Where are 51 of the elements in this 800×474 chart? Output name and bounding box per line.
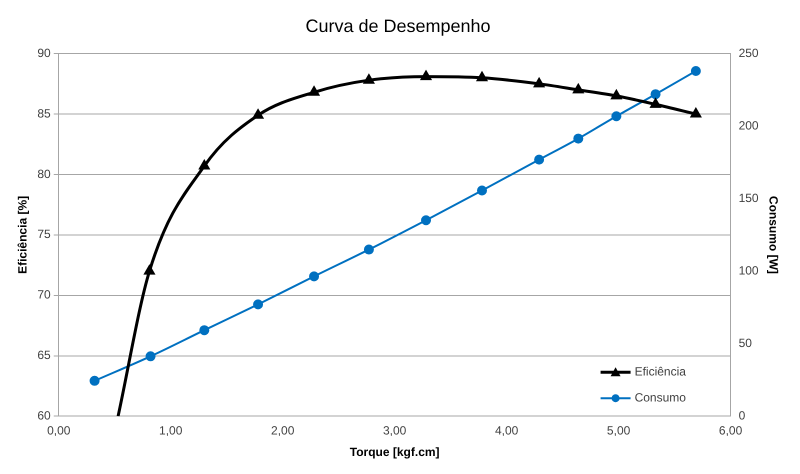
y2-tick-label: 100 — [738, 263, 759, 278]
point — [611, 90, 622, 100]
point — [421, 215, 432, 226]
y2-tick-label: 200 — [738, 118, 759, 132]
y2-tick-label: 150 — [738, 190, 759, 205]
point — [309, 271, 320, 282]
x-tick-label: 4,00 — [494, 424, 519, 438]
point — [146, 351, 156, 362]
point — [534, 154, 544, 165]
y-axis-title: Eficiência [%] — [16, 196, 30, 274]
x-tick-label: 0,00 — [47, 424, 71, 438]
point — [253, 110, 264, 119]
y2-axis-title: Consumo [W] — [766, 196, 780, 274]
point — [421, 71, 431, 80]
point — [611, 111, 622, 122]
point — [690, 108, 701, 118]
y-tick-label: 60 — [37, 408, 52, 423]
point — [199, 160, 210, 170]
point — [364, 244, 374, 255]
point — [477, 72, 487, 82]
point — [144, 266, 154, 275]
y2-tick-label: 250 — [738, 46, 759, 60]
point — [364, 74, 374, 84]
legend-label: Eficiência — [634, 364, 686, 379]
x-axis-title: Torque [kgf.cm] — [350, 445, 440, 460]
point — [573, 84, 584, 94]
x-tick-label: 6,00 — [718, 424, 743, 438]
point — [573, 134, 584, 144]
y2-tick-label: 0 — [738, 408, 746, 423]
x-tick-label: 2,00 — [271, 424, 295, 438]
point — [90, 376, 100, 386]
point — [199, 325, 210, 336]
y-tick-label: 90 — [37, 46, 52, 60]
point — [650, 98, 661, 108]
y-tick-label: 65 — [37, 348, 52, 362]
y-tick-label: 70 — [37, 288, 52, 302]
y-tick-label: 80 — [37, 166, 52, 181]
y2-tick-label: 50 — [738, 336, 752, 350]
x-tick-label: 1,00 — [159, 424, 183, 438]
point — [534, 78, 544, 88]
point — [253, 299, 264, 310]
chart-title: Curva de Desempenho — [305, 16, 491, 36]
point — [690, 66, 701, 76]
x-tick-label: 3,00 — [382, 424, 407, 438]
y-tick-label: 75 — [37, 227, 52, 242]
point — [309, 86, 320, 96]
legend-label: Consumo — [634, 390, 686, 405]
point — [650, 89, 661, 100]
y-tick-label: 85 — [37, 106, 52, 120]
point — [477, 186, 487, 196]
x-tick-label: 5,00 — [606, 424, 631, 438]
